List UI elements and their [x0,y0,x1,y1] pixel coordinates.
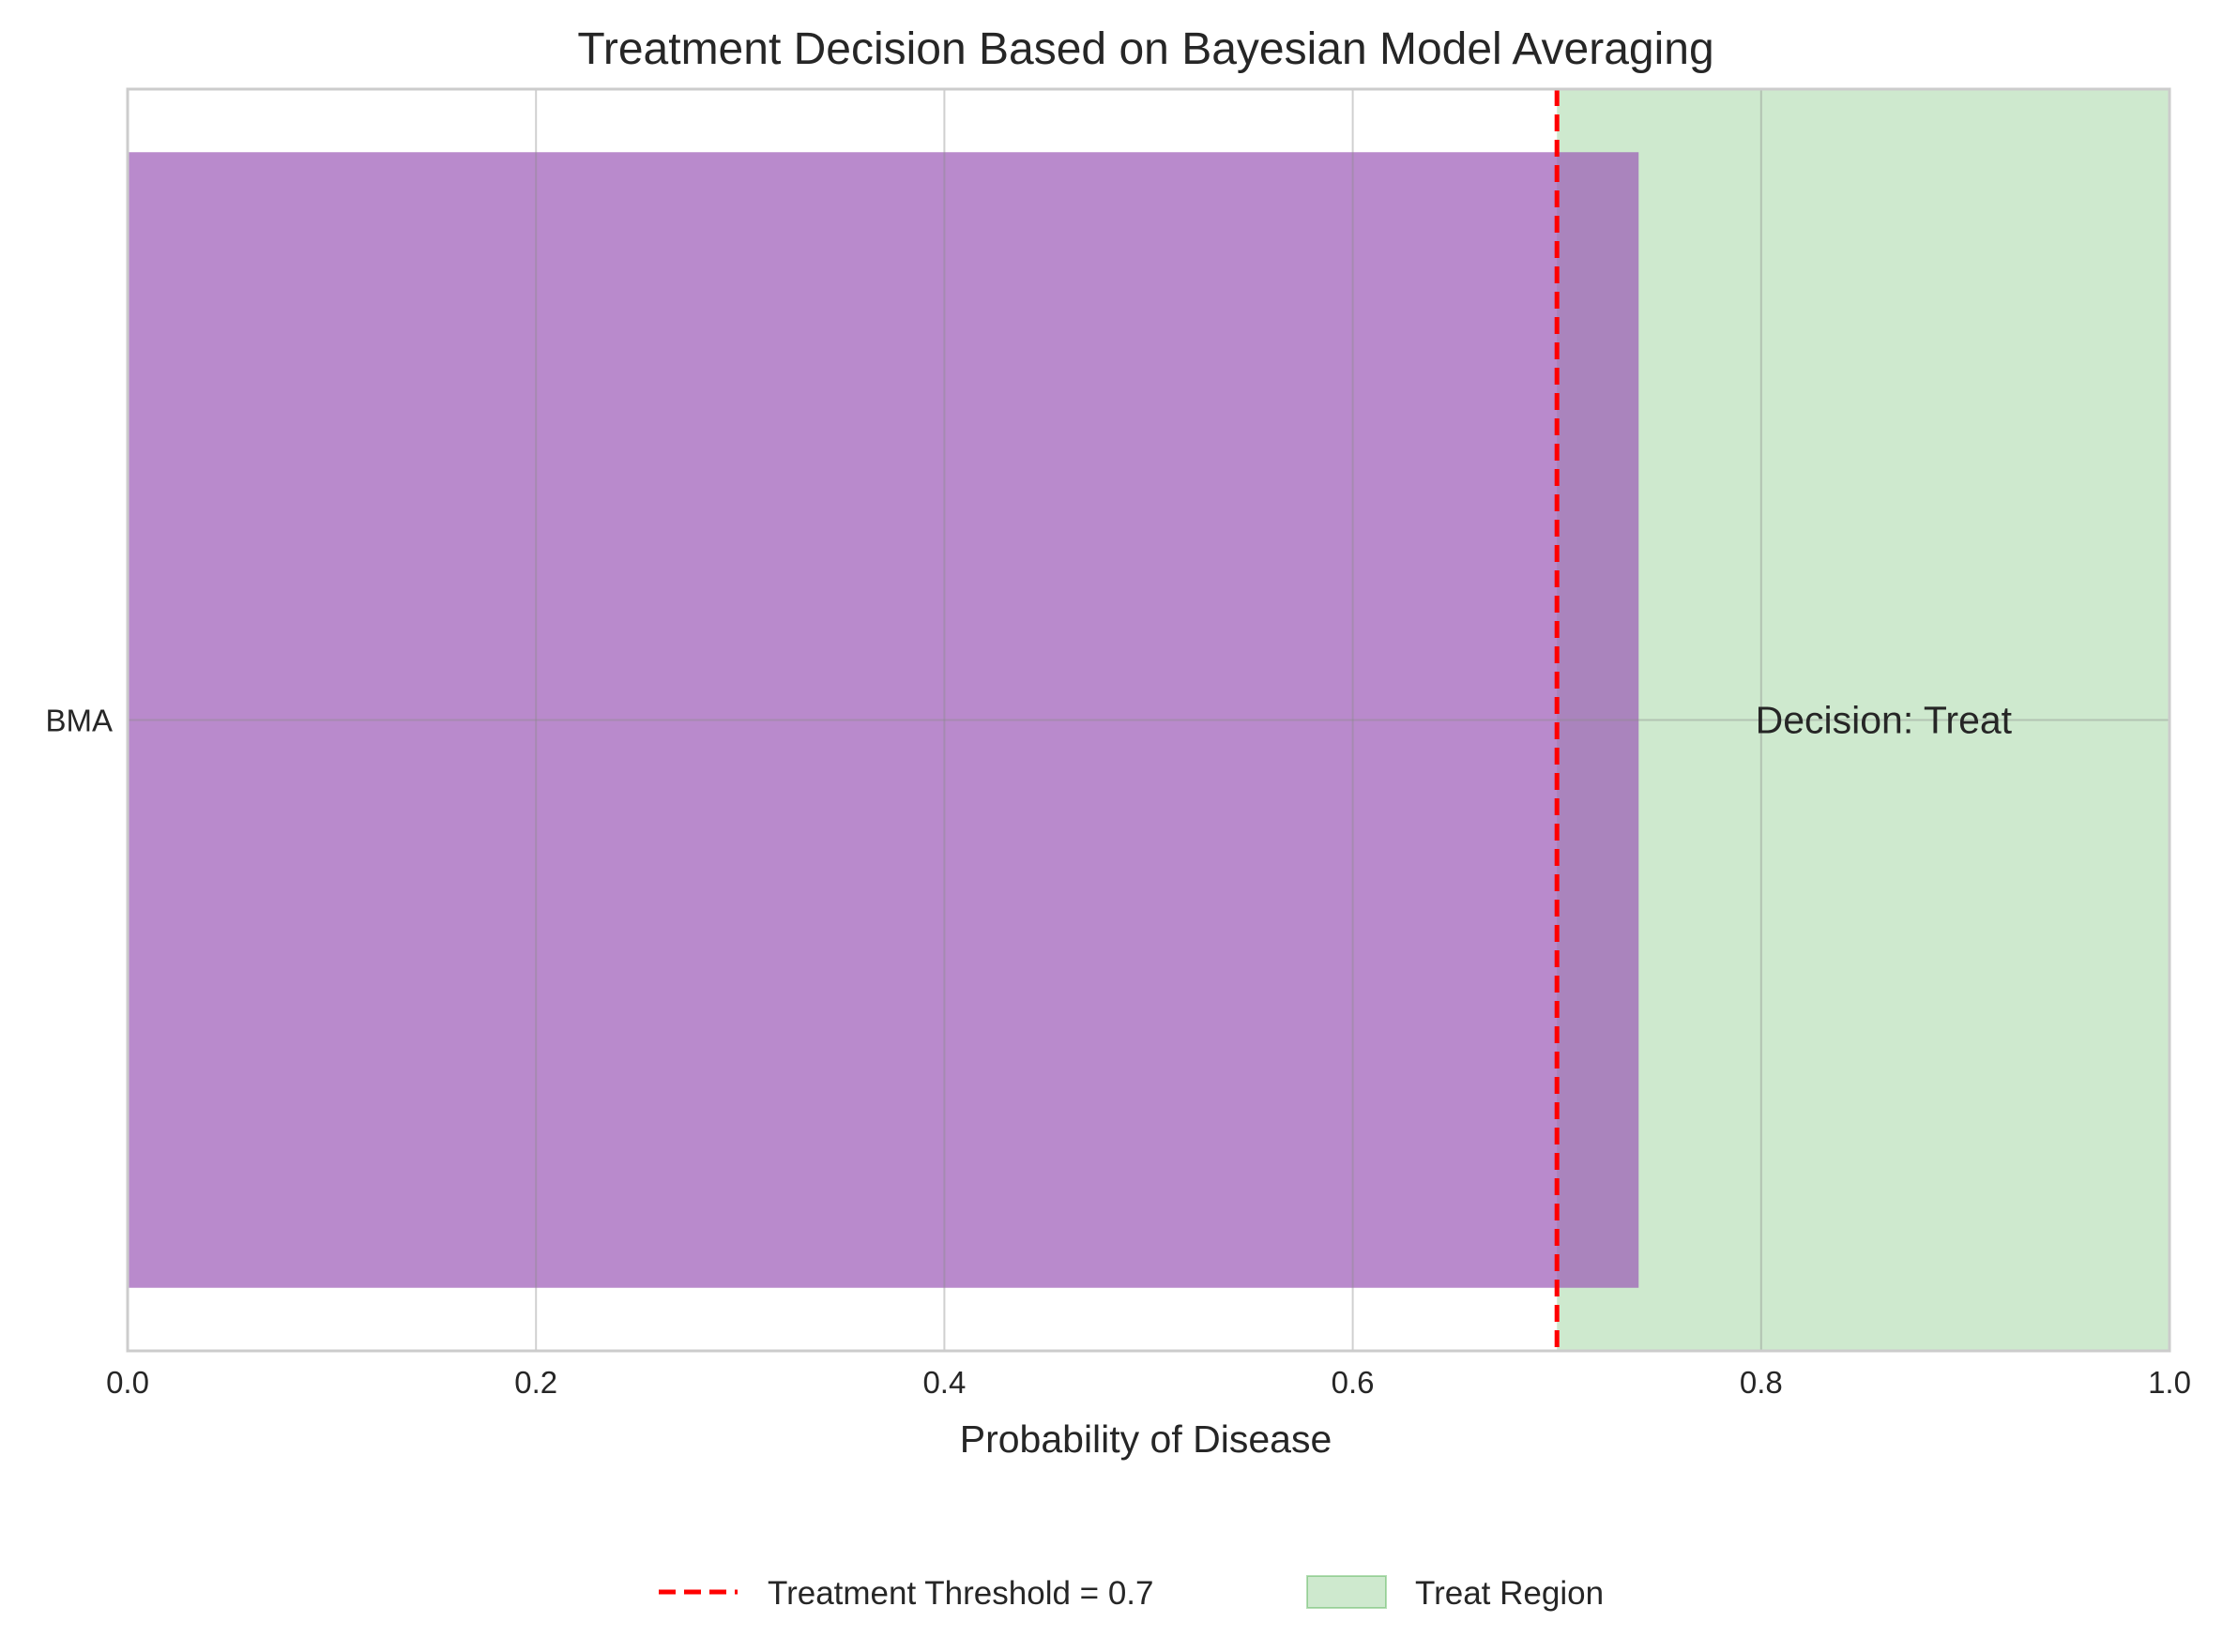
decision-annotation: Decision: Treat [1756,699,2013,742]
plot-frame [126,87,2171,1353]
x-tick-label: 0.0 [106,1365,149,1400]
x-axis-ticks: 0.0 0.2 0.4 0.6 0.8 1.0 [106,1365,2191,1400]
x-tick-label: 0.8 [1740,1365,1783,1400]
bar-bma [128,152,1639,1288]
y-category-label: BMA [45,704,113,738]
legend: Treatment Threshold = 0.7 Treat Region [659,1575,1604,1612]
legend-treat-region-label: Treat Region [1415,1575,1604,1612]
legend-threshold-label: Treatment Threshold = 0.7 [768,1575,1153,1612]
treat-region [1557,89,2170,1351]
x-axis-label: Probability of Disease [960,1417,1332,1461]
legend-treat-region-swatch [1306,1575,1387,1609]
x-tick-label: 0.2 [514,1365,557,1400]
x-tick-label: 0.6 [1332,1365,1375,1400]
chart-title: Treatment Decision Based on Bayesian Mod… [577,24,1713,74]
plot-area: Decision: Treat [126,87,2171,1353]
y-axis-ticks: BMA [45,704,113,738]
x-tick-label: 0.4 [922,1365,966,1400]
x-tick-label: 1.0 [2148,1365,2191,1400]
